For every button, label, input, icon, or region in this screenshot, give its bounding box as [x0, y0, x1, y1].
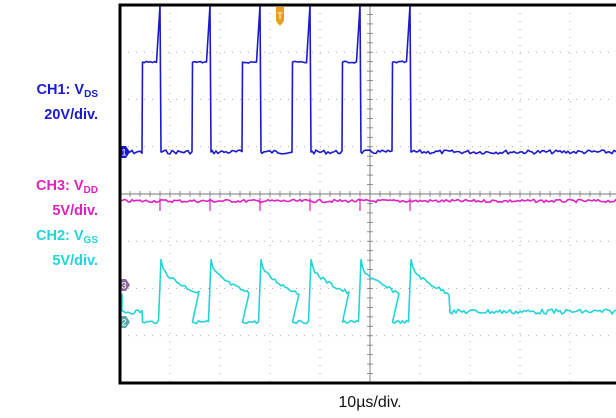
ch2-ground-marker-arrow	[120, 316, 130, 328]
ch3-label: CH3: VDD 5V/div.	[0, 176, 98, 221]
trigger-marker: T	[276, 7, 284, 26]
ch2-label: CH2: VGS 5V/div.	[0, 226, 98, 271]
ch2-name: CH2: V	[36, 228, 84, 244]
ch3-ground-marker-number: 3	[121, 281, 126, 291]
ch2-ground-marker-number: 2	[121, 318, 126, 328]
ch2-sub: GS	[83, 235, 98, 246]
scope-grid	[119, 4, 616, 384]
ch1-ground-marker-number: 1	[121, 148, 126, 158]
ch1-name: CH1: V	[36, 82, 85, 98]
ch2-ground-marker: 2	[120, 316, 130, 328]
ch1-ground-marker-arrow	[120, 146, 130, 158]
ch2-scale: 5V/div.	[52, 253, 98, 269]
scope-traces	[121, 4, 616, 325]
ch1-sub: DS	[84, 89, 98, 100]
ch1-label: CH1: VDS 20V/div.	[0, 80, 98, 125]
ch3-name: CH3: V	[36, 178, 84, 194]
scope-frame	[118, 3, 616, 385]
timebase-label: 10µs/div.	[338, 394, 402, 411]
trigger-marker-letter: T	[277, 11, 283, 21]
ch3-ground-marker: 3	[120, 279, 130, 291]
trigger-marker-shape	[276, 7, 284, 26]
ch3-sub: DD	[83, 185, 98, 196]
ch3-vdd-trace	[121, 198, 616, 204]
ch1-vds-trace	[121, 4, 616, 155]
ch2-vgs-trace	[121, 258, 616, 325]
ch3-scale: 5V/div.	[52, 203, 98, 219]
channel-markers: 1 3 2 T	[120, 7, 284, 328]
ch1-ground-marker: 1	[120, 146, 130, 158]
ch1-scale: 20V/div.	[44, 107, 98, 123]
ch3-ground-marker-arrow	[120, 279, 130, 291]
